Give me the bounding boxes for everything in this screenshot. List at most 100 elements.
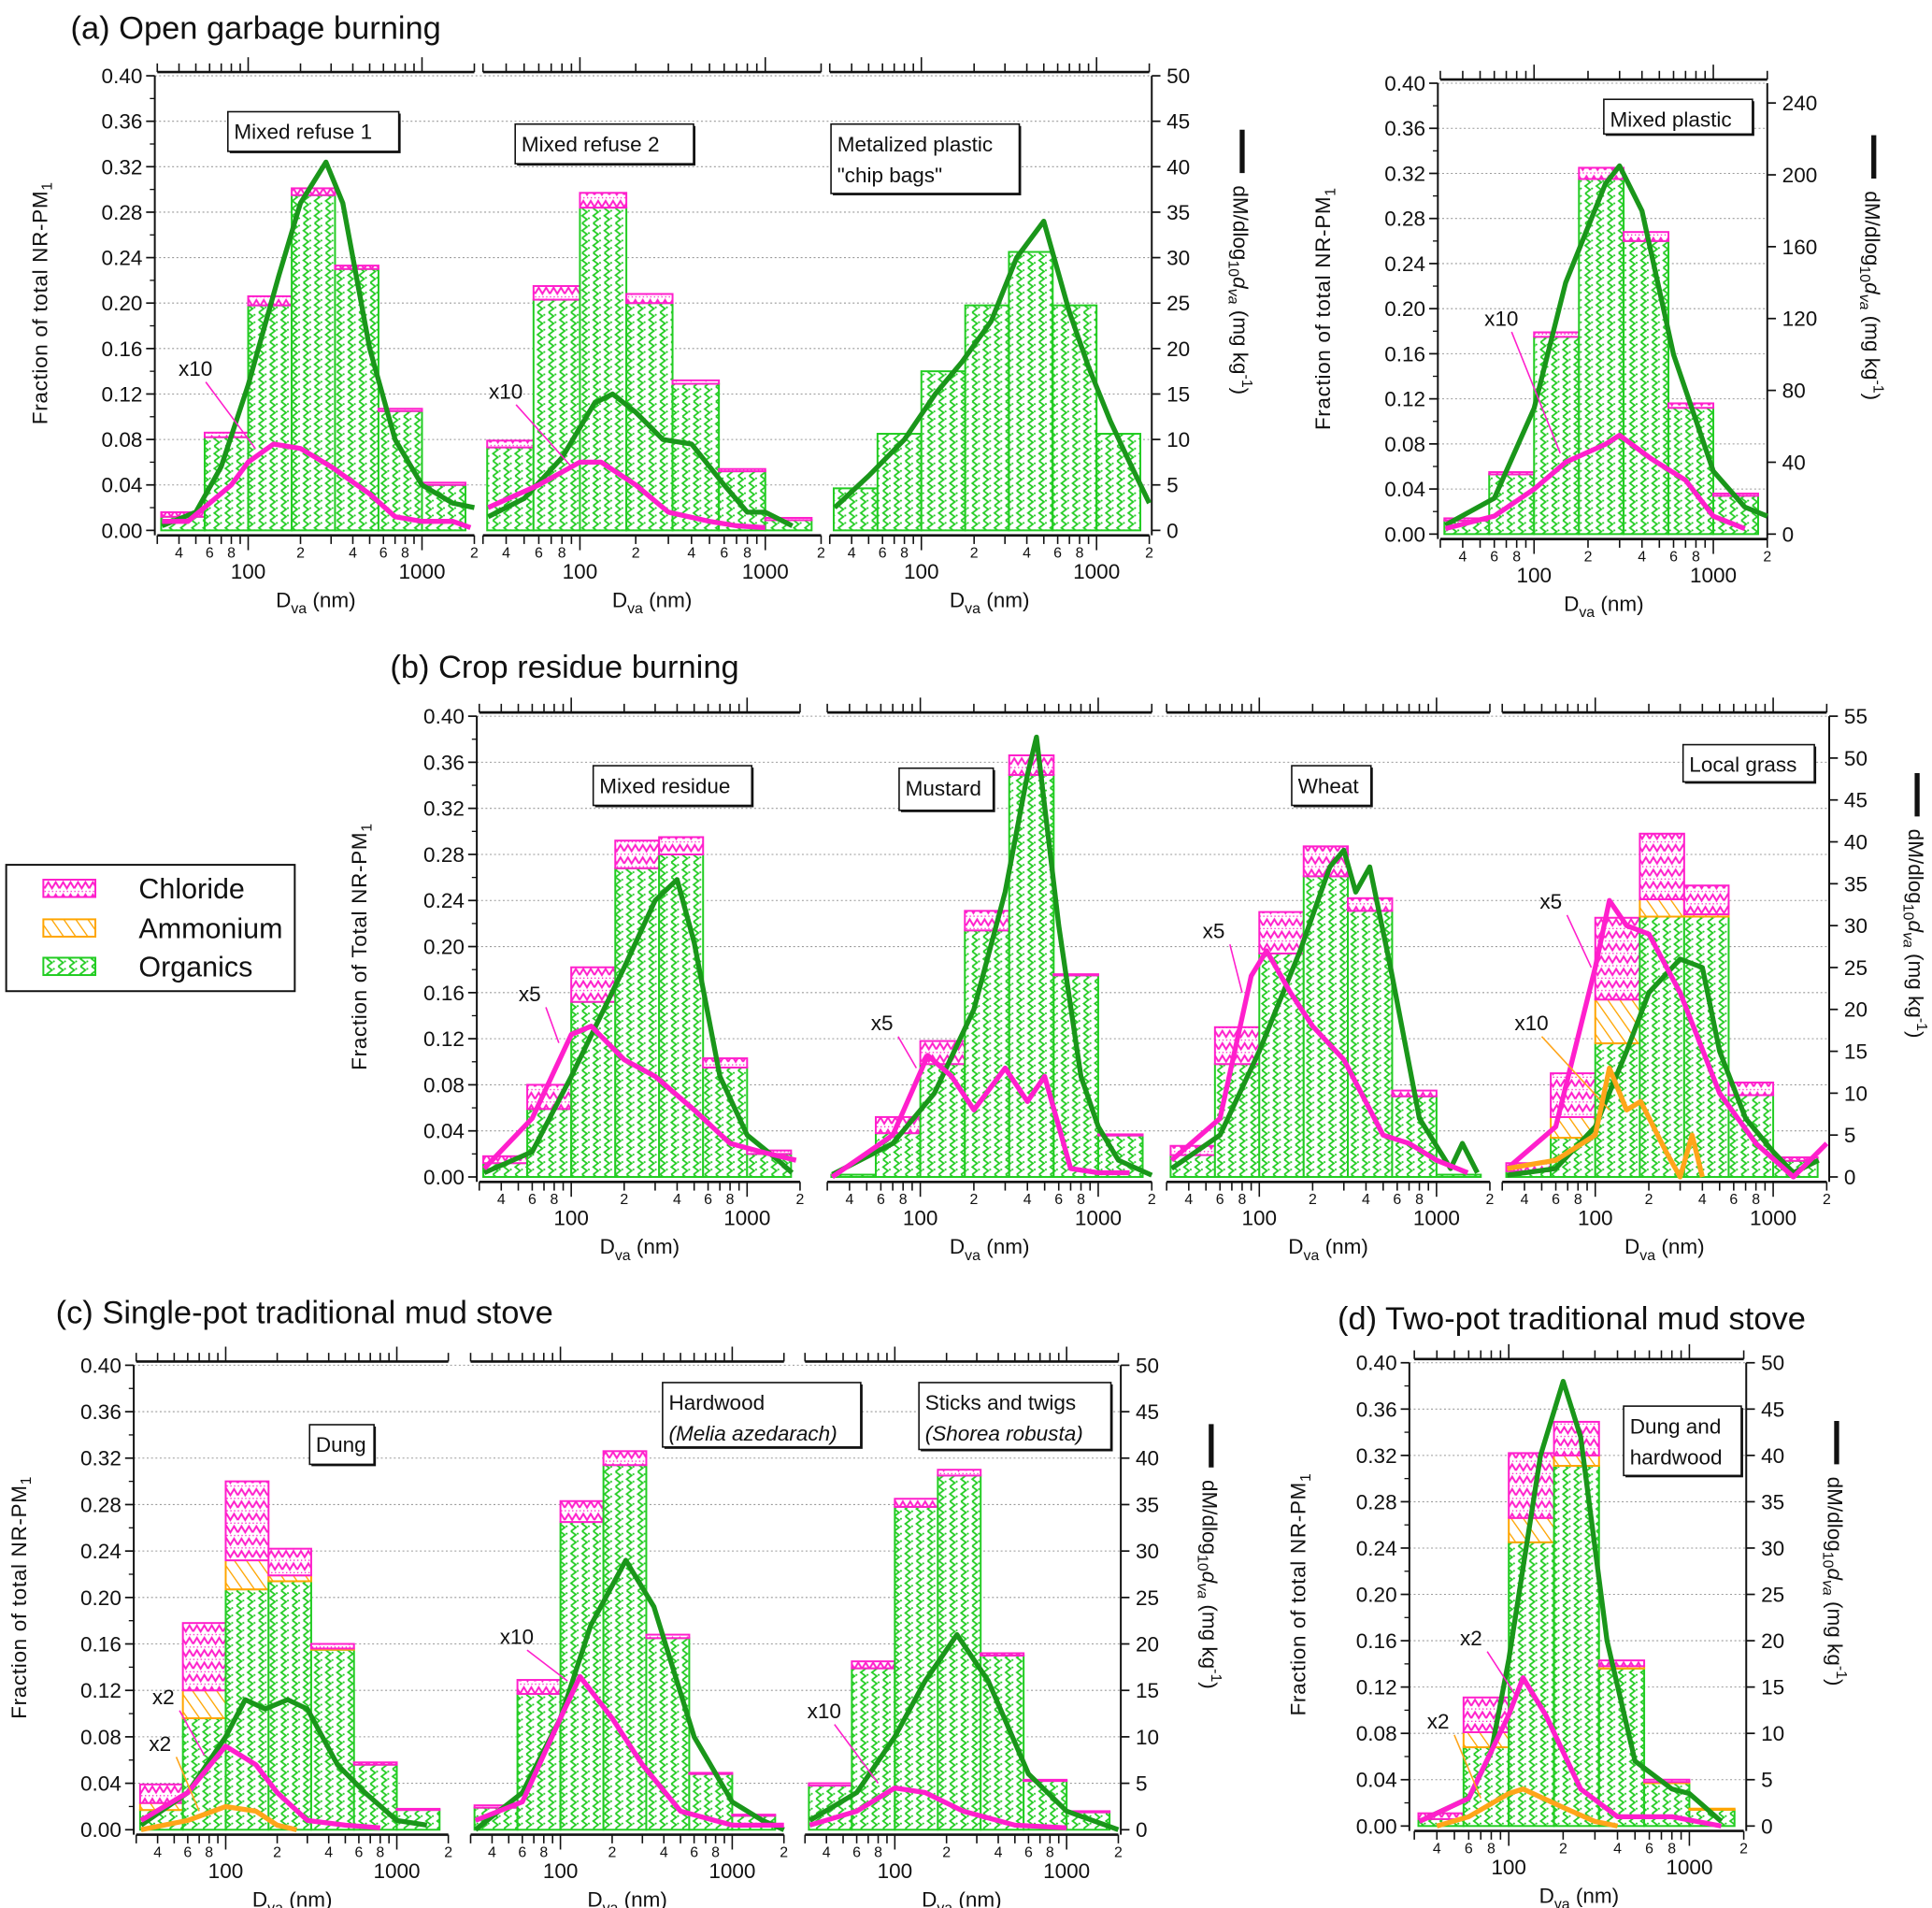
- x-tick-label: 4: [153, 1844, 162, 1860]
- y-axis-label-text: Fraction of total NR-PM: [1311, 196, 1335, 430]
- x-tick-label: 6: [1465, 1841, 1473, 1857]
- x-tick-label: 2: [796, 1192, 805, 1208]
- x-axis-label-text: D: [587, 1887, 602, 1908]
- organics-curve: [1507, 956, 1820, 1178]
- chloride-bar: [532, 284, 581, 301]
- chloride-curve: [1169, 948, 1469, 1175]
- x-axis-label-sub: va: [965, 1248, 980, 1264]
- x-tick-label: 8: [1752, 1192, 1760, 1208]
- x-tick-label: 1000: [1690, 564, 1737, 587]
- x-tick-label: 6: [1054, 1192, 1063, 1208]
- x-tick-label: 8: [1076, 546, 1084, 562]
- x-tick-label: 4: [349, 546, 357, 562]
- panel-label: Mixed residue: [599, 774, 730, 797]
- x-tick-label: 6: [690, 1844, 698, 1860]
- y-axis-label-text: Fraction of total NR-PM: [1287, 1482, 1310, 1715]
- y2-tick-label: 15: [1761, 1676, 1784, 1700]
- y2-axis-label-part: (mg kg: [1860, 309, 1883, 380]
- y-axis-label: Fraction of total NR-PM1: [28, 181, 55, 424]
- x-tick-label: 2: [1645, 1192, 1653, 1208]
- y2-axis-label-part: va: [1856, 294, 1872, 310]
- chart-group-a: 0.00 0.04 0.08 0.12 0.16 0.20 0.24 0.28 0.32 0.36…: [1311, 65, 1886, 621]
- organics-bar: [334, 267, 379, 532]
- x-tick-label: 2: [296, 546, 305, 562]
- label-box: [918, 1382, 1112, 1451]
- y2-tick-label: 5: [1844, 1124, 1856, 1147]
- label-box: [830, 122, 1021, 194]
- y2-tick-label: 50: [1844, 747, 1868, 770]
- y-tick-label: 0.28: [1356, 1490, 1397, 1513]
- x-tick-label: 6: [1645, 1841, 1653, 1857]
- chart-group-c: 0.00 0.04 0.08 0.12 0.16 0.20 0.24 0.28 0.32 0.36…: [7, 1346, 1224, 1908]
- x-axis-label-text: D: [1624, 1235, 1639, 1258]
- y-tick-label: 0.00: [80, 1818, 122, 1842]
- x-tick-label: 6: [877, 1192, 885, 1208]
- x-tick-label: 8: [227, 546, 236, 562]
- chloride-bar: [1258, 911, 1305, 954]
- x-tick-label: 8: [900, 546, 909, 562]
- x-axis-label: Dva (nm): [276, 589, 356, 618]
- organics-curve: [831, 734, 1153, 1178]
- y2-tick-label: 25: [1136, 1586, 1159, 1610]
- x-tick-label: 8: [1512, 549, 1521, 565]
- y2-tick-label: 10: [1136, 1726, 1159, 1749]
- chloride-bar: [267, 1547, 312, 1577]
- x-tick-label: 2: [942, 1844, 951, 1860]
- y-tick-label: 0.32: [423, 797, 465, 821]
- y-tick-label: 0.20: [80, 1586, 122, 1610]
- y2-tick-label: 30: [1761, 1537, 1784, 1560]
- chloride-bar: [671, 379, 721, 385]
- y-tick-label: 0.04: [1384, 478, 1425, 501]
- x-axis-label: Dva (nm): [1288, 1235, 1368, 1264]
- y2-axis-label-part: dM/dlog: [1824, 1477, 1847, 1552]
- y-tick-label: 0.00: [1384, 523, 1425, 546]
- chloride-curve: [487, 459, 766, 531]
- y-tick-label: 0.12: [1356, 1676, 1397, 1700]
- y-axis-label-sub: 1: [19, 1476, 35, 1485]
- y-axis-label: Fraction of Total NR-PM1: [348, 823, 375, 1070]
- y2-tick-label: 0: [1782, 523, 1795, 546]
- x-tick-label: 6: [1024, 1844, 1033, 1860]
- annotation-leader: [1453, 1734, 1481, 1799]
- y2-tick-label: 40: [1782, 451, 1806, 474]
- chloride-curve: [1418, 1675, 1722, 1829]
- x-axis-label-sub: va: [603, 1901, 619, 1908]
- y2-axis-label: dM/dlog10dva (mg kg-1): [1194, 1480, 1224, 1689]
- y2-axis-label: dM/dlog10dva (mg kg-1): [1856, 191, 1886, 400]
- y2-axis-label-part: ): [1229, 388, 1252, 395]
- x-tick-label: 8: [743, 546, 751, 562]
- organics-bar: [291, 194, 336, 532]
- chloride-bar: [1643, 1778, 1691, 1784]
- y2-tick-label: 200: [1782, 164, 1818, 187]
- x-tick-label: 1000: [398, 560, 445, 583]
- x-axis-label: Dva (nm): [950, 589, 1030, 618]
- y-tick-label: 0.16: [1356, 1629, 1397, 1653]
- x-axis-label-sub: va: [291, 601, 307, 617]
- x-tick-label: 8: [539, 1844, 548, 1860]
- x-tick-label: 6: [1552, 1192, 1560, 1208]
- chloride-bar: [964, 910, 1010, 932]
- x-tick-label: 8: [558, 546, 566, 562]
- organics-bar: [579, 207, 628, 532]
- panel-label: (Shorea robusta): [925, 1422, 1083, 1445]
- legend-label-chloride: Chloride: [138, 873, 244, 905]
- x-tick-label: 6: [1393, 1192, 1401, 1208]
- chloride-bar: [203, 431, 250, 438]
- x-axis-label: Dva (nm): [922, 1887, 1002, 1908]
- y2-axis-label-part: -1: [1913, 1018, 1929, 1031]
- organics-bar: [832, 487, 879, 532]
- y2-tick-label: 0: [1761, 1815, 1773, 1838]
- y2-tick-label: 20: [1166, 337, 1190, 361]
- x-tick-label: 8: [899, 1192, 908, 1208]
- chloride-bar: [718, 467, 766, 473]
- annotation-leader: [205, 381, 256, 450]
- y-tick-label: 0.24: [1384, 252, 1425, 276]
- x-tick-label: 8: [205, 1844, 213, 1860]
- y-tick-label: 0.08: [102, 428, 143, 452]
- y2-tick-label: 35: [1844, 872, 1868, 896]
- chloride-bar: [894, 1498, 939, 1508]
- y2-tick-label: 160: [1782, 236, 1818, 259]
- y2-axis-label-part: ): [1198, 1682, 1222, 1689]
- y-tick-label: 0.12: [423, 1027, 465, 1051]
